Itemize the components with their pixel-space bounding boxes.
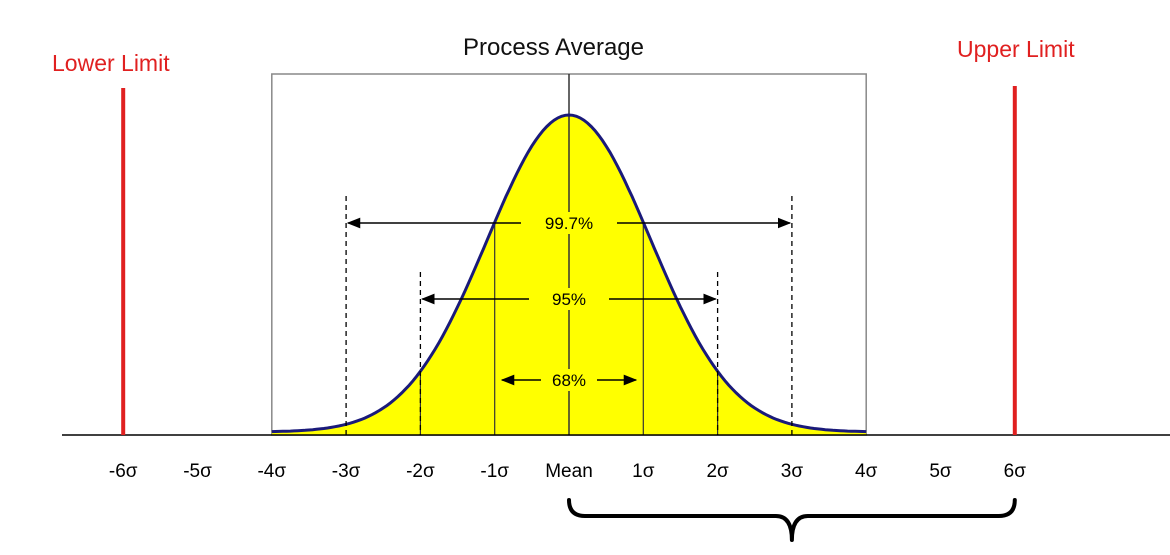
lower-limit-label: Lower Limit (52, 50, 170, 76)
tick-label: 3σ (781, 461, 804, 482)
tick-label: 4σ (855, 461, 878, 482)
band-label-backing (547, 369, 591, 391)
band-label-backing (535, 288, 603, 310)
tick-label: Mean (545, 461, 593, 482)
bell-curve-line (271, 113, 867, 434)
tick-label: -6σ (109, 461, 138, 482)
band-percent-label: 99.7% (545, 214, 593, 233)
sigma-lines (419, 222, 719, 435)
tick-label: 5σ (929, 461, 952, 482)
tick-label: 2σ (706, 461, 729, 482)
band-label-backing (527, 212, 611, 234)
process-average-title: Process Average (463, 34, 644, 61)
x-axis-tick-labels: -6σ -5σ -4σ -3σ -2σ -1σ Mean 1σ 2σ 3σ 4σ 5σ 6σ (109, 461, 1026, 482)
band-percent-label: 68% (552, 371, 586, 390)
tick-label: -2σ (406, 461, 435, 482)
band-percent-label: 95% (552, 290, 586, 309)
tick-label: -3σ (332, 461, 361, 482)
tick-label: -4σ (257, 461, 286, 482)
tick-label: 1σ (632, 461, 655, 482)
mean-to-six-sigma-brace (567, 498, 1017, 542)
tick-label: 6σ (1004, 461, 1027, 482)
coverage-bands: 99.7% 95% 68% (345, 196, 793, 435)
tick-label: -1σ (480, 461, 509, 482)
upper-limit-label: Upper Limit (957, 36, 1075, 62)
tick-label: -5σ (183, 461, 212, 482)
